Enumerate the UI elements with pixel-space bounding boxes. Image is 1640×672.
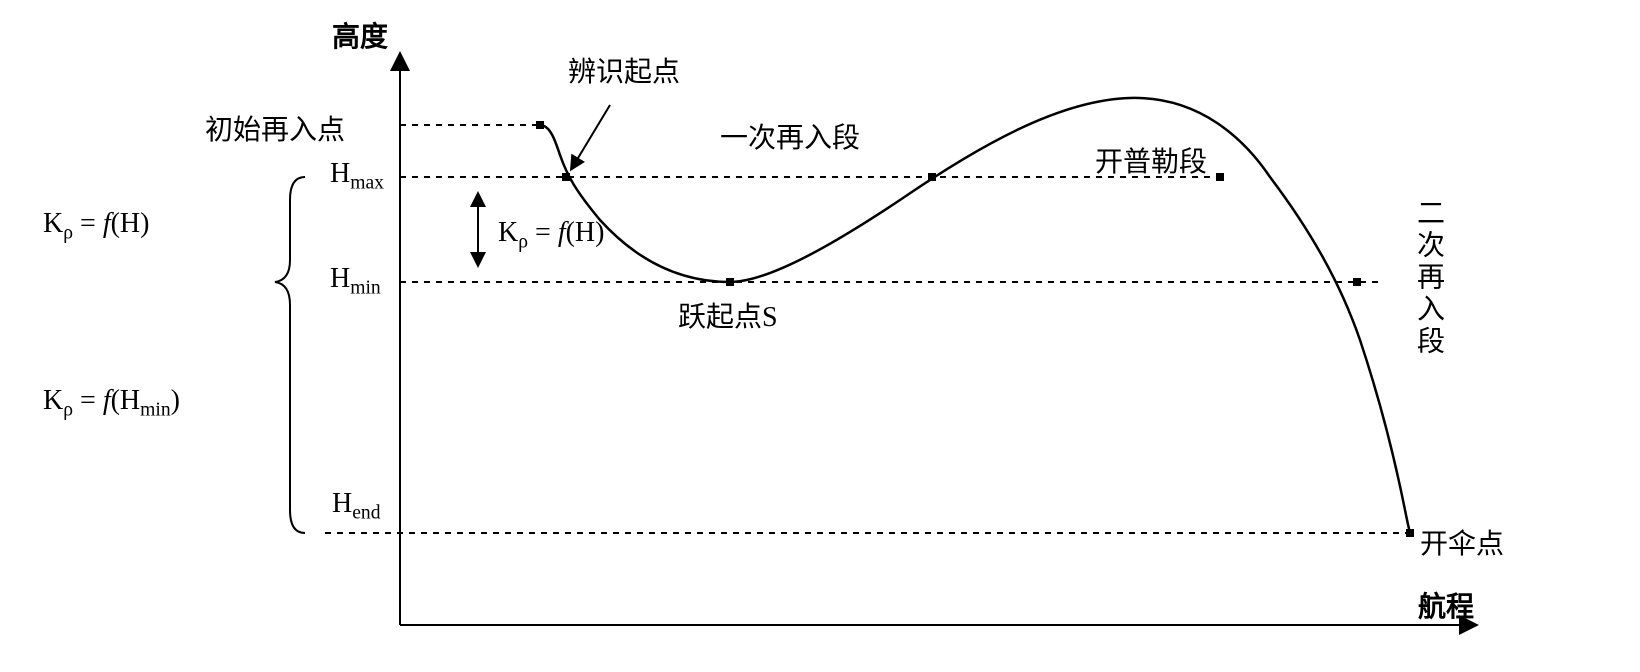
y-axis-label: 高度 bbox=[332, 15, 388, 55]
x-axis-label: 航程 bbox=[1418, 585, 1474, 625]
jump-point-label: 跃起点S bbox=[678, 295, 778, 335]
parachute-label: 开伞点 bbox=[1420, 522, 1504, 562]
identification-start-label: 辨识起点 bbox=[568, 50, 680, 90]
hmax-label: Hmax bbox=[330, 158, 384, 195]
hend-label: Hend bbox=[332, 488, 381, 525]
point-hmin-cross2 bbox=[1353, 278, 1361, 286]
chart-svg bbox=[0, 0, 1640, 672]
point-initial bbox=[536, 121, 544, 129]
initial-reentry-label: 初始再入点 bbox=[205, 108, 345, 148]
formula-krhofh-center: Kρ = f(H) bbox=[498, 217, 604, 254]
kepler-label: 开普勒段 bbox=[1095, 140, 1207, 180]
formula-krhofh-left: Kρ = f(H) bbox=[43, 208, 149, 245]
point-hmax-cross bbox=[928, 173, 936, 181]
second-reentry-label: 二次再入段 bbox=[1408, 198, 1448, 358]
point-identify-start bbox=[562, 173, 570, 181]
point-parachute bbox=[1406, 529, 1414, 537]
trajectory-curve bbox=[540, 98, 1410, 533]
identify-arrow bbox=[572, 105, 610, 168]
bracket-left bbox=[275, 177, 305, 533]
point-jump bbox=[726, 278, 734, 286]
hmin-label: Hmin bbox=[330, 263, 381, 300]
formula-krhofhmin-left: Kρ = f(Hmin) bbox=[43, 385, 180, 422]
first-reentry-label: 一次再入段 bbox=[720, 116, 860, 156]
diagram-container: 高度 航程 Hmax Hmin Hend 初始再入点 辨识起点 一次再入段 开普… bbox=[0, 0, 1640, 672]
point-kepler-end bbox=[1216, 173, 1224, 181]
